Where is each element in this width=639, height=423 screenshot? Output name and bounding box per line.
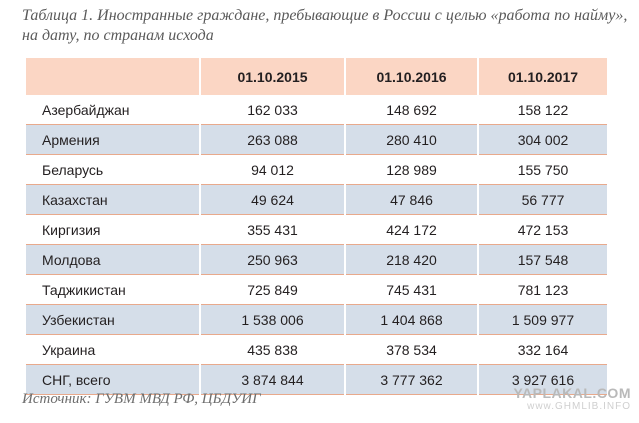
value-cell: 781 123: [477, 274, 607, 305]
watermark: YAPLAKAL.COM www.GHMLIB.INFO: [514, 386, 632, 414]
value-cell: 148 692: [344, 95, 478, 125]
country-cell: Молдова: [26, 244, 200, 275]
table-row: Узбекистан 1 538 006 1 404 868 1 509 977: [26, 304, 607, 335]
table-row: Казахстан 49 624 47 846 56 777: [26, 184, 607, 215]
table-row: Беларусь 94 012 128 989 155 750: [26, 154, 607, 185]
value-cell: 280 410: [344, 124, 478, 155]
value-cell: 128 989: [344, 154, 478, 185]
watermark-line-2: www.GHMLIB.INFO: [527, 401, 631, 412]
value-cell: 218 420: [344, 244, 478, 275]
header-cell-2016: 01.10.2016: [344, 58, 478, 95]
value-cell: 157 548: [477, 244, 607, 275]
header-cell-country: [26, 58, 200, 95]
watermark-line-1: YAPLAKAL.COM: [513, 385, 631, 401]
value-cell: 378 534: [344, 334, 478, 365]
value-cell: 56 777: [477, 184, 607, 215]
value-cell: 304 002: [477, 124, 607, 155]
value-cell: 1 538 006: [199, 304, 345, 335]
value-cell: 355 431: [199, 214, 345, 245]
value-cell: 1 404 868: [344, 304, 478, 335]
country-cell: Казахстан: [26, 184, 200, 215]
country-cell: Беларусь: [26, 154, 200, 185]
value-cell: 3 874 844: [199, 364, 345, 395]
value-cell: 725 849: [199, 274, 345, 305]
country-cell: Узбекистан: [26, 304, 200, 335]
header-row: 01.10.2015 01.10.2016 01.10.2017: [26, 58, 607, 95]
value-cell: 424 172: [344, 214, 478, 245]
value-cell: 49 624: [199, 184, 345, 215]
country-cell: Украина: [26, 334, 200, 365]
header-cell-2017: 01.10.2017: [477, 58, 607, 95]
country-cell: Армения: [26, 124, 200, 155]
table-title: Таблица 1. Иностранные граждане, пребыва…: [22, 7, 628, 44]
country-cell: Таджикистан: [26, 274, 200, 305]
country-cell: Азербайджан: [26, 95, 200, 125]
value-cell: 158 122: [477, 95, 607, 125]
value-cell: 94 012: [199, 154, 345, 185]
country-cell: СНГ, всего: [26, 364, 200, 395]
table-row: Армения 263 088 280 410 304 002: [26, 124, 607, 155]
value-cell: 3 927 616: [477, 364, 607, 395]
value-cell: 1 509 977: [477, 304, 607, 335]
value-cell: 162 033: [199, 95, 345, 125]
table-row: Азербайджан 162 033 148 692 158 122: [26, 95, 607, 125]
value-cell: 3 777 362: [344, 364, 478, 395]
value-cell: 472 153: [477, 214, 607, 245]
value-cell: 47 846: [344, 184, 478, 215]
value-cell: 250 963: [199, 244, 345, 275]
table-row: Украина 435 838 378 534 332 164: [26, 334, 607, 365]
header-cell-2015: 01.10.2015: [199, 58, 345, 95]
table-row: Таджикистан 725 849 745 431 781 123: [26, 274, 607, 305]
total-row: СНГ, всего 3 874 844 3 777 362 3 927 616: [26, 364, 607, 395]
value-cell: 435 838: [199, 334, 345, 365]
data-table: 01.10.2015 01.10.2016 01.10.2017 Азербай…: [26, 58, 607, 395]
value-cell: 332 164: [477, 334, 607, 365]
source-note: Источник: ГУВМ МВД РФ, ЦБДУИГ: [22, 391, 261, 407]
country-cell: Киргизия: [26, 214, 200, 245]
table-row: Киргизия 355 431 424 172 472 153: [26, 214, 607, 245]
table-row: Молдова 250 963 218 420 157 548: [26, 244, 607, 275]
value-cell: 745 431: [344, 274, 478, 305]
value-cell: 155 750: [477, 154, 607, 185]
value-cell: 263 088: [199, 124, 345, 155]
